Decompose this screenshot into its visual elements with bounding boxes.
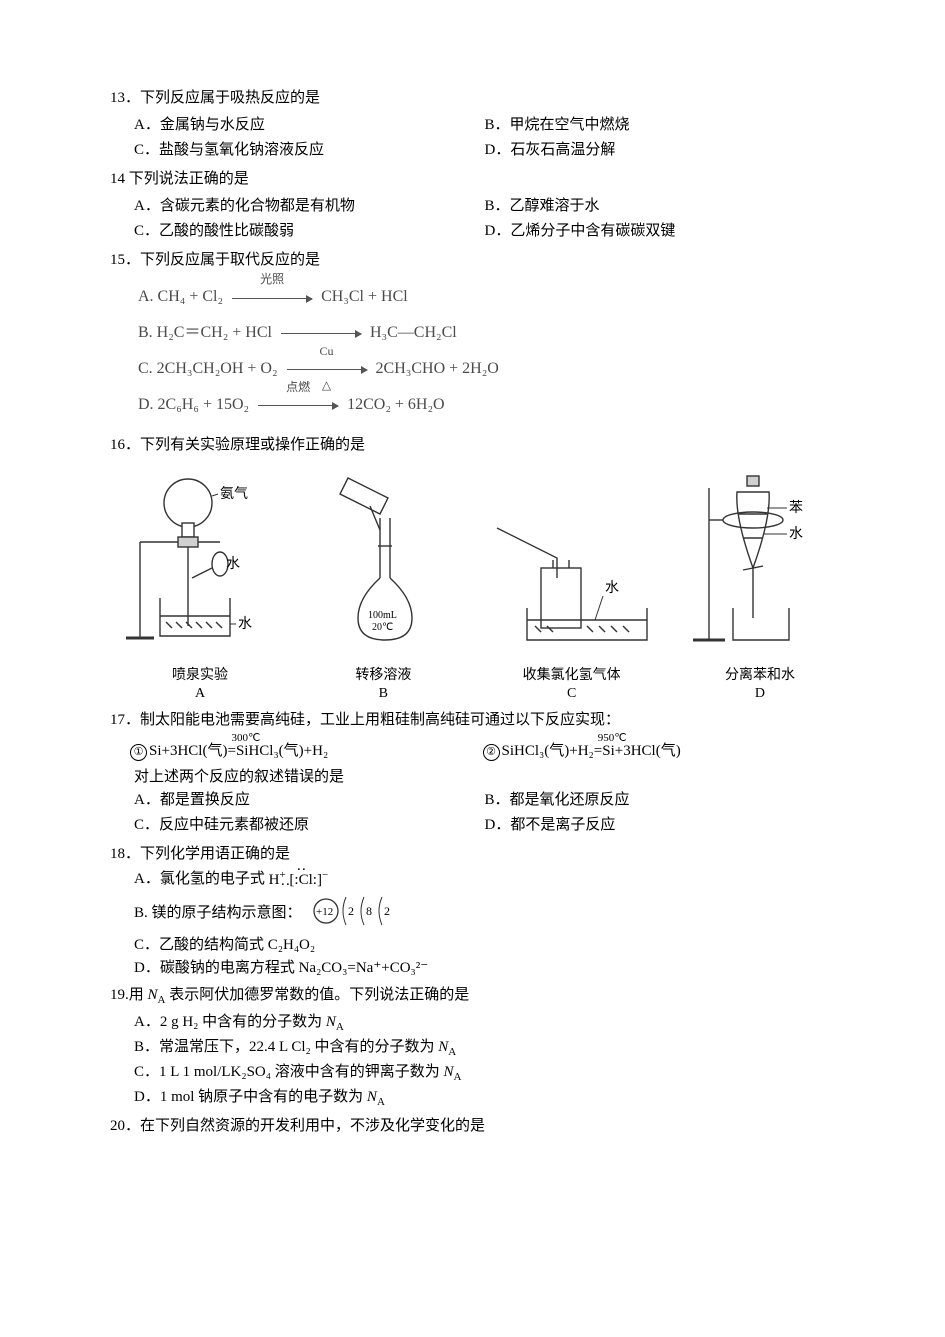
eq-left: D. 2C₆H₆ + 15O₂ [138,396,249,413]
diagram-b: 100mL 20℃ 转移溶液 B [308,468,458,702]
q15-eq-b: B. H₂C＝CH₂ + HCl H₃C—CH₂Cl [138,315,835,351]
exam-page: 13．下列反应属于吸热反应的是 A．金属钠与水反应 B．甲烷在空气中燃烧 C．盐… [0,0,945,1179]
hcl-electron-formula: H+ [:··Cl··:]− [269,869,329,889]
diagram-c: 水 收集氯化氢气体 C [487,468,657,702]
collect-hcl-icon: 水 [487,468,657,658]
q15-eq-c: C. 2CH₃CH₂OH + O₂ Cu △ 2CH₃CHO + 2H₂O [138,351,835,387]
diagram-d-letter: D [685,686,835,702]
q18-opt-c: C．乙酸的结构简式 C₂H₄O₂ [134,933,835,954]
label-benzene: 苯 [789,499,803,516]
eq-right: 2CH₃CHO + 2H₂O [376,360,499,377]
q17-opt-c: C．反应中硅元素都被还原 [134,813,485,834]
q17-options: A．都是置换反应 B．都是氧化还原反应 C．反应中硅元素都被还原 D．都不是离子… [134,786,835,836]
q17-eq1: ①Si+3HCl(气)300℃=SiHCl₃(气)+H₂ [130,739,483,761]
q16-stem: 16．下列有关实验原理或操作正确的是 [110,433,835,454]
svg-text:20℃: 20℃ [372,622,393,633]
q17-equations: ①Si+3HCl(气)300℃=SiHCl₃(气)+H₂ ②SiHCl₃(气)+… [130,739,835,761]
q19-options: A．2 g H₂ 中含有的分子数为 NA B．常温常压下，22.4 L Cl₂ … [110,1010,835,1108]
q13-opt-b: B．甲烷在空气中燃烧 [485,113,836,134]
label-water1: 水 [226,556,240,572]
q17-opt-a: A．都是置换反应 [134,788,485,809]
q13-options: A．金属钠与水反应 B．甲烷在空气中燃烧 C．盐酸与氢氧化钠溶液反应 D．石灰石… [134,111,835,161]
q15-stem: 15．下列反应属于取代反应的是 [110,248,835,269]
q15-equations: A. CH₄ + Cl₂ 光照 CH₃Cl + HCl B. H₂C＝CH₂ +… [138,279,835,423]
label-gas: 氨气 [220,486,248,502]
q18-opt-b: B. 镁的原子结构示意图： +12 2 8 2 [134,891,835,931]
q18-opt-a: A．氯化氢的电子式 H+ [:··Cl··:]− [134,867,835,890]
diagram-d-caption: 分离苯和水 [685,664,835,684]
diagram-b-caption: 转移溶液 [308,664,458,684]
diagram-b-letter: B [308,686,458,702]
eq-right: H₃C—CH₂Cl [370,324,457,341]
q14-opt-c: C．乙酸的酸性比碳酸弱 [134,219,485,240]
eq-left: A. CH₄ + Cl₂ [138,288,223,305]
q17-eq2: ②SiHCl₃(气)+H₂950℃=Si+3HCl(气) [483,739,836,761]
reaction-arrow: 光照 [227,280,317,315]
q14-stem: 14 下列说法正确的是 [110,167,835,188]
q17-stem: 17．制太阳能电池需要高纯硅，工业上用粗硅制高纯硅可通过以下反应实现： [110,708,835,729]
q20-stem: 20．在下列自然资源的开发利用中，不涉及化学变化的是 [110,1114,835,1135]
cond-top: 点燃 [253,374,343,400]
diagram-c-caption: 收集氯化氢气体 [487,664,657,684]
q18-options: A．氯化氢的电子式 H+ [:··Cl··:]− B. 镁的原子结构示意图： +… [110,867,835,978]
q18-opt-d: D．碳酸钠的电离方程式 Na₂CO₃=Na⁺+CO₃²⁻ [134,956,835,977]
q15-eq-a: A. CH₄ + Cl₂ 光照 CH₃Cl + HCl [138,279,835,315]
q15-eq-d: D. 2C₆H₆ + 15O₂ 点燃 12CO₂ + 6H₂O [138,387,835,423]
transfer-solution-icon: 100mL 20℃ [308,468,458,658]
q14-opt-d: D．乙烯分子中含有碳碳双键 [485,219,836,240]
label-water: 水 [605,580,619,596]
cond-top: 光照 [227,266,317,292]
q13-opt-a: A．金属钠与水反应 [134,113,485,134]
cond-top: Cu [282,338,372,364]
diagram-c-letter: C [487,686,657,702]
eq-left: B. H₂C＝CH₂ + HCl [138,324,272,341]
svg-text:2: 2 [348,904,354,918]
reaction-arrow: 点燃 [253,388,343,423]
q16-diagrams: 氨气 水 水 喷泉实验 A [120,468,835,702]
q19-stem: 19.用 NA 表示阿伏加德罗常数的值。下列说法正确的是 [110,983,835,1006]
svg-text:8: 8 [366,904,372,918]
q14-opt-b: B．乙醇难溶于水 [485,194,836,215]
separating-funnel-icon: 苯 水 [685,468,835,658]
q17-opt-b: B．都是氧化还原反应 [485,788,836,809]
svg-text:100mL: 100mL [368,610,397,621]
diagram-a-caption: 喷泉实验 [120,664,280,684]
q14-options: A．含碳元素的化合物都是有机物 B．乙醇难溶于水 C．乙酸的酸性比碳酸弱 D．乙… [134,192,835,242]
eq-right: CH₃Cl + HCl [321,288,408,305]
circled-1: ① [130,744,147,761]
label-water: 水 [789,526,803,542]
q18-stem: 18．下列化学用语正确的是 [110,842,835,863]
q19-opt-d: D．1 mol 钠原子中含有的电子数为 NA [134,1085,835,1108]
fountain-experiment-icon: 氨气 水 水 [120,468,280,658]
q13-opt-c: C．盐酸与氢氧化钠溶液反应 [134,138,485,159]
q19-opt-b: B．常温常压下，22.4 L Cl₂ 中含有的分子数为 NA [134,1035,835,1058]
diagram-a: 氨气 水 水 喷泉实验 A [120,468,280,702]
circled-2: ② [483,744,500,761]
diagram-d: 苯 水 分离苯和水 D [685,468,835,702]
q17-opt-d: D．都不是离子反应 [485,813,836,834]
q17-sub: 对上述两个反应的叙述错误的是 [134,765,835,786]
q14-opt-a: A．含碳元素的化合物都是有机物 [134,194,485,215]
diagram-a-letter: A [120,686,280,702]
q19-opt-c: C．1 L 1 mol/LK₂SO₄ 溶液中含有的钾离子数为 NA [134,1060,835,1083]
svg-text:2: 2 [384,904,390,918]
q13-opt-d: D．石灰石高温分解 [485,138,836,159]
mg-atom-structure-icon: +12 2 8 2 [308,891,408,931]
label-water2: 水 [238,616,252,632]
svg-text:+12: +12 [316,906,333,918]
q13-stem: 13．下列反应属于吸热反应的是 [110,86,835,107]
q19-opt-a: A．2 g H₂ 中含有的分子数为 NA [134,1010,835,1033]
